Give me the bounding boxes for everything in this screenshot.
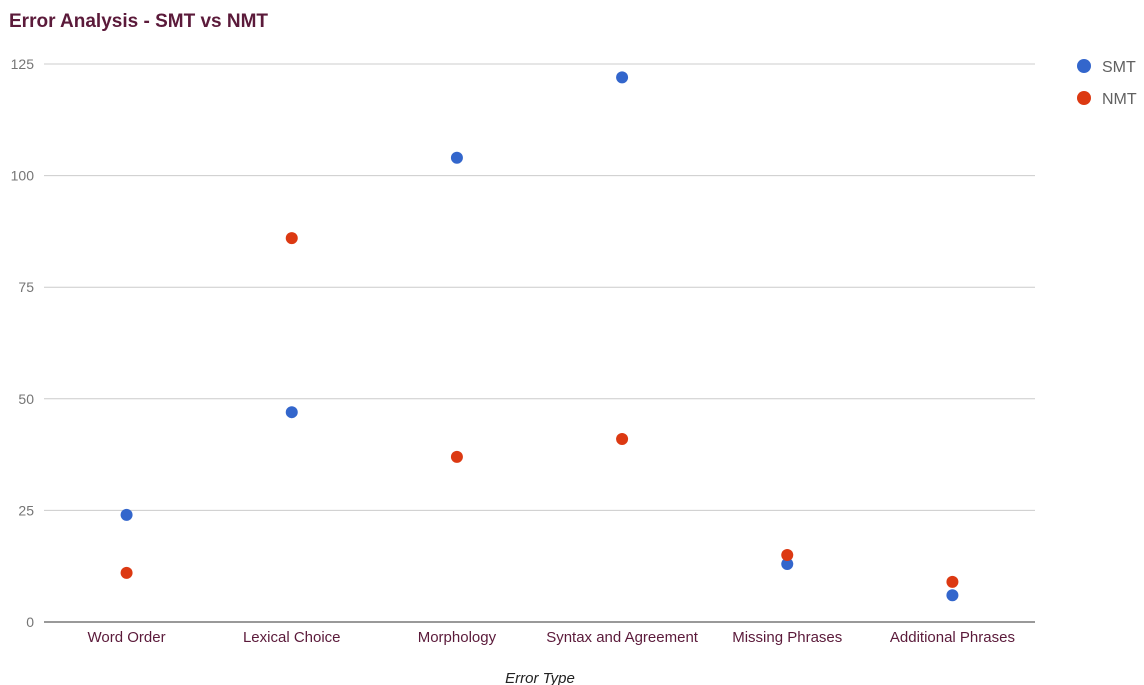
- grid-layer: [44, 63, 1035, 623]
- point-smt-additional-phrases[interactable]: [946, 589, 959, 602]
- point-nmt-lexical-choice[interactable]: [285, 232, 298, 245]
- point-smt-missing-phrases[interactable]: [781, 557, 794, 570]
- x-tick-label: Syntax and Agreement: [546, 629, 699, 646]
- point-nmt-syntax-and-agreement[interactable]: [616, 432, 629, 445]
- point-smt-syntax-and-agreement[interactable]: [616, 71, 629, 84]
- y-tick-label: 75: [18, 279, 34, 295]
- y-tick-label: 100: [11, 168, 35, 184]
- legend-label-smt: SMT: [1102, 59, 1136, 76]
- chart-title: Error Analysis - SMT vs NMT: [9, 11, 268, 32]
- point-smt-word-order[interactable]: [120, 508, 133, 521]
- y-tick-label: 50: [18, 391, 34, 407]
- x-tick-label: Lexical Choice: [243, 629, 341, 646]
- x-tick-label: Morphology: [418, 629, 497, 646]
- legend-marker-nmt: [1077, 91, 1091, 105]
- point-nmt-additional-phrases[interactable]: [946, 575, 959, 588]
- y-tick-label: 0: [26, 614, 34, 630]
- x-axis-label: Error Type: [505, 670, 575, 685]
- x-tick-label: Word Order: [88, 629, 166, 646]
- point-nmt-word-order[interactable]: [120, 566, 133, 579]
- y-tick-label: 25: [18, 502, 34, 518]
- x-axis-ticks: Word Order Lexical Choice Morphology Syntax…: [88, 629, 1015, 646]
- y-tick-label: 125: [11, 56, 35, 72]
- point-nmt-morphology[interactable]: [450, 450, 463, 463]
- x-tick-label: Missing Phrases: [732, 629, 842, 646]
- legend-marker-smt: [1077, 59, 1091, 73]
- data-points: [120, 71, 959, 602]
- point-smt-lexical-choice[interactable]: [285, 406, 298, 419]
- x-tick-label: Additional Phrases: [890, 629, 1015, 646]
- point-smt-morphology[interactable]: [450, 151, 463, 164]
- y-axis-ticks: 0 25 50 75 100 125: [11, 56, 35, 630]
- point-nmt-missing-phrases[interactable]: [781, 549, 794, 562]
- legend[interactable]: SMT NMT: [1077, 59, 1137, 108]
- legend-label-nmt: NMT: [1102, 91, 1137, 108]
